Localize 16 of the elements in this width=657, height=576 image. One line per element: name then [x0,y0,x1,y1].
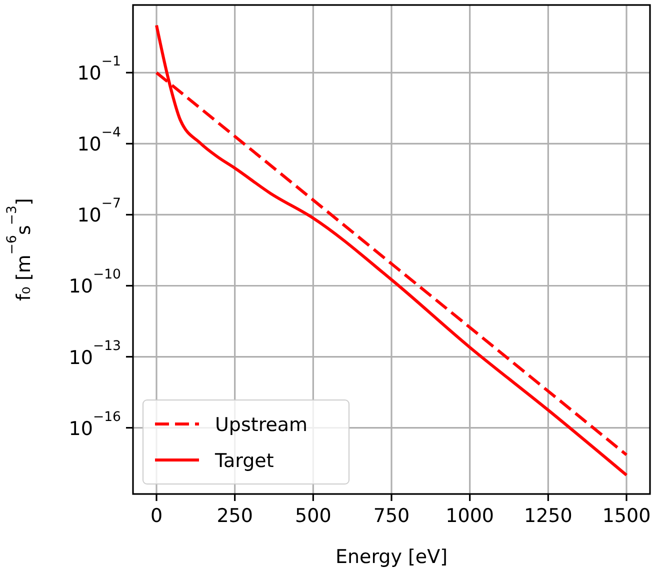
x-tick-label: 0 [150,505,163,527]
y-tick-label: 10$^{−7}$ [77,196,121,227]
y-tick-label: 10$^{−13}$ [68,338,121,369]
y-tick-label: 10$^{−16}$ [68,410,121,440]
x-axis-title: Energy [eV] [335,546,448,568]
legend-label: Target [214,450,274,472]
x-tick-label: 250 [216,505,253,527]
x-tick-label: 500 [295,505,332,527]
y-tick-label: 10$^{−1}$ [77,54,121,85]
x-tick-label: 1250 [524,505,572,527]
legend-label: Upstream [215,414,308,436]
x-tick-label: 1500 [602,505,651,527]
y-tick-label: 10$^{−4}$ [77,126,121,156]
x-tick-label: 1000 [446,505,494,527]
x-tick-label: 750 [373,505,410,527]
y-tick-label: 10$^{−10}$ [68,268,121,298]
